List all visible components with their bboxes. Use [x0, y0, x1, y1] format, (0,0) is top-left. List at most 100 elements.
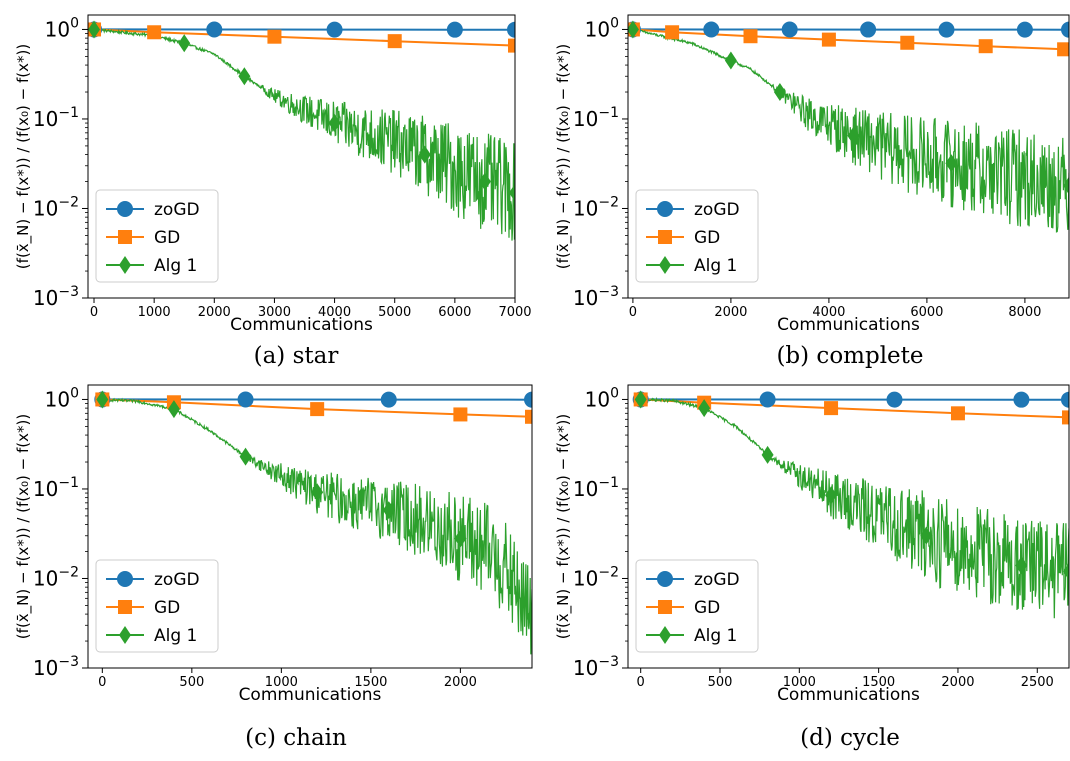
point-zogd [524, 391, 532, 408]
point-alg1 [418, 145, 431, 164]
point-gd [1062, 410, 1069, 425]
y-tick-label: 10−3 [573, 284, 619, 310]
legend-label: GD [694, 598, 720, 618]
point-zogd [938, 21, 955, 38]
x-tick-label: 5000 [378, 305, 411, 320]
x-tick-label: 1500 [862, 675, 895, 690]
legend-label: Alg 1 [154, 256, 197, 276]
y-tick-label: 10−2 [33, 564, 79, 590]
point-alg1 [628, 20, 639, 39]
point-alg1 [509, 183, 515, 202]
point-gd [743, 29, 758, 44]
legend-marker [118, 230, 132, 244]
point-zogd [237, 391, 254, 408]
point-alg1 [526, 608, 532, 627]
marker-group [88, 20, 515, 202]
point-zogd [703, 21, 720, 38]
point-alg1 [724, 51, 737, 70]
point-zogd [326, 21, 343, 38]
y-axis-label: (f(x̄_N) − f(x*)) / (f(x₀) − f(x*)) [554, 414, 573, 639]
point-gd [978, 39, 993, 54]
legend-marker [117, 571, 133, 587]
series-group [632, 390, 1069, 619]
legend-label: Alg 1 [694, 626, 737, 646]
point-alg1 [1063, 562, 1069, 581]
point-alg1 [1015, 556, 1028, 575]
point-zogd [1061, 391, 1069, 408]
legend-marker [657, 571, 673, 587]
point-gd [310, 402, 325, 417]
legend-marker [658, 230, 672, 244]
legend-label: zoGD [154, 570, 200, 590]
legend-marker [119, 256, 131, 274]
x-tick-label: 500 [179, 675, 204, 690]
point-alg1 [239, 447, 252, 466]
point-zogd [380, 391, 397, 408]
legend-label: GD [154, 228, 180, 248]
x-tick-label: 500 [708, 675, 733, 690]
legend-label: zoGD [154, 200, 200, 220]
point-alg1 [238, 67, 251, 86]
x-tick-label: 2500 [1021, 675, 1054, 690]
point-alg1 [88, 20, 101, 39]
point-alg1 [328, 114, 341, 133]
x-tick-label: 2000 [714, 305, 747, 320]
x-axis-label: Communications [777, 685, 920, 705]
axes-frame [627, 14, 1070, 299]
legend-label: GD [694, 228, 720, 248]
x-tick-label: 7000 [498, 305, 531, 320]
x-tick-label: 0 [98, 675, 106, 690]
point-zogd [206, 21, 223, 38]
y-axis-label: (f(x̄_N) − f(x*)) / (f(x₀) − f(x*)) [14, 44, 33, 269]
y-tick-label: 100 [45, 385, 79, 411]
legend: zoGD GD Alg 1 [95, 189, 219, 283]
point-gd [1057, 42, 1069, 57]
y-tick-label: 10−2 [573, 194, 619, 220]
point-alg1 [825, 486, 838, 505]
panel-caption: (b) complete [776, 343, 923, 369]
point-gd [665, 25, 680, 40]
y-tick-label: 10−2 [33, 194, 79, 220]
legend-marker [659, 256, 671, 274]
y-tick-label: 10−1 [573, 475, 619, 501]
point-alg1 [698, 399, 711, 418]
y-tick-label: 100 [585, 385, 619, 411]
y-tick-label: 10−3 [573, 654, 619, 680]
legend-marker [657, 201, 673, 217]
marker-group [94, 390, 532, 627]
x-axis-label: Communications [777, 315, 920, 335]
point-alg1 [945, 154, 958, 173]
legend-marker [659, 626, 671, 644]
point-alg1 [178, 34, 191, 53]
marker-group [628, 20, 1069, 195]
point-zogd [1061, 21, 1069, 38]
point-gd [821, 32, 836, 47]
point-alg1 [454, 529, 467, 548]
legend-label: GD [154, 598, 180, 618]
legend: zoGD GD Alg 1 [95, 559, 219, 653]
y-tick-label: 10−3 [33, 654, 79, 680]
y-tick-label: 100 [45, 15, 79, 41]
y-axis-label: (f(x̄_N) − f(x*)) / (f(x₀) − f(x*)) [554, 44, 573, 269]
x-tick-label: 0 [637, 675, 645, 690]
axes-frame [87, 384, 533, 669]
point-gd [950, 406, 965, 421]
point-zogd [860, 21, 877, 38]
point-gd [453, 407, 468, 422]
y-tick-label: 100 [585, 15, 619, 41]
panel-caption: (c) chain [245, 725, 347, 751]
x-tick-label: 6000 [910, 305, 943, 320]
panel-caption: (a) star [254, 343, 339, 369]
y-tick-label: 10−1 [33, 105, 79, 131]
legend-label: Alg 1 [694, 256, 737, 276]
panel-0: 100 10−1 10−2 10−3 0 1000 2000 3000 4000 5000 6000… [14, 14, 532, 369]
axes-frame [627, 384, 1070, 669]
legend-label: zoGD [694, 200, 740, 220]
point-zogd [507, 21, 515, 38]
x-tick-label: 4000 [318, 305, 351, 320]
legend-marker [117, 201, 133, 217]
marker-group [632, 390, 1069, 581]
point-alg1 [167, 400, 180, 419]
point-alg1 [478, 172, 491, 191]
